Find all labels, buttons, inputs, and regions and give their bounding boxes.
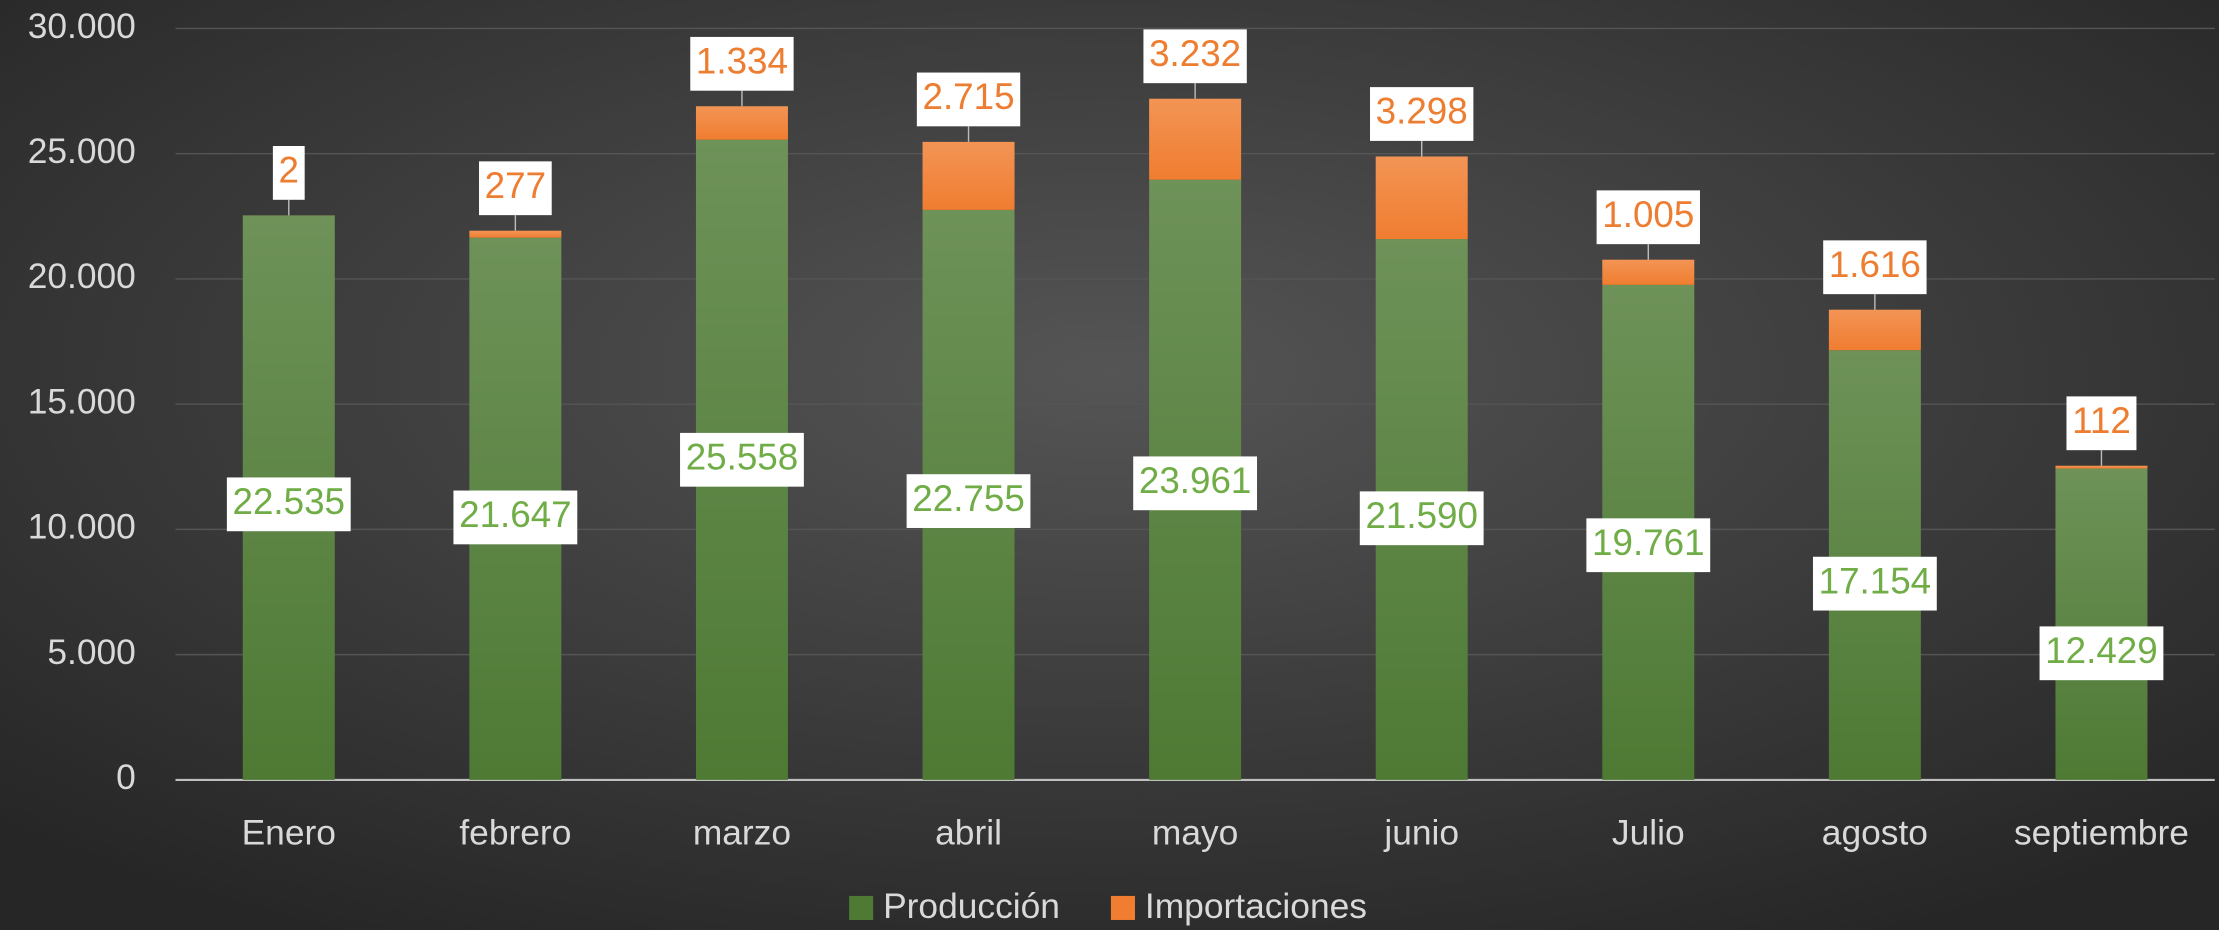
legend-label: Producción: [883, 887, 1060, 926]
value-label: 1.005: [1602, 194, 1694, 235]
value-label-box: [1823, 240, 1927, 295]
value-label-box: [906, 474, 1031, 528]
x-tick-label: junio: [1383, 813, 1459, 852]
value-label-box: [1143, 29, 1247, 84]
x-tick-label: marzo: [693, 813, 791, 852]
x-tick-label: febrero: [459, 813, 571, 852]
value-label-box: [272, 146, 305, 200]
value-label: 1.616: [1829, 244, 1921, 285]
x-tick-label: mayo: [1152, 813, 1238, 852]
bar-shade: [2055, 468, 2148, 780]
value-label-box: [226, 477, 351, 532]
bar-shade: [1602, 259, 1695, 285]
legend-swatch: [1110, 895, 1135, 920]
x-tick-label: agosto: [1822, 813, 1928, 852]
x-tick-label: abril: [935, 813, 1002, 852]
bar-shade: [469, 230, 562, 238]
bar-shade: [1149, 98, 1242, 180]
x-tick-label: Julio: [1612, 813, 1685, 852]
value-label: 19.761: [1592, 522, 1705, 563]
value-label: 3.298: [1376, 91, 1468, 132]
value-label-box: [680, 432, 804, 487]
y-tick-label: 10.000: [28, 508, 136, 547]
value-label-box: [690, 36, 794, 91]
y-tick-label: 30.000: [28, 7, 136, 46]
y-tick-label: 0: [116, 758, 136, 797]
value-label: 21.647: [459, 494, 572, 535]
value-label: 22.535: [233, 481, 346, 522]
value-label: 23.961: [1139, 460, 1252, 501]
value-label: 1.334: [696, 41, 788, 82]
bar-shade: [2055, 465, 2148, 469]
value-label: 25.558: [686, 436, 798, 477]
y-tick-label: 15.000: [28, 382, 136, 421]
value-label-box: [1359, 491, 1484, 546]
y-tick-label: 20.000: [28, 257, 136, 296]
value-label-box: [916, 72, 1021, 127]
x-tick-label: Enero: [242, 813, 336, 852]
value-label: 22.755: [912, 478, 1024, 519]
bar-shade: [695, 106, 788, 140]
value-label: 21.590: [1365, 495, 1477, 536]
value-label-box: [1812, 556, 1937, 611]
value-label-box: [479, 161, 552, 216]
y-tick-label: 5.000: [47, 633, 136, 672]
legend-label: Importaciones: [1145, 887, 1367, 926]
bar-shade: [1828, 309, 1921, 351]
value-label-box: [1370, 87, 1474, 141]
value-label: 277: [485, 165, 546, 206]
y-tick-label: 25.000: [28, 132, 136, 171]
value-label-box: [1133, 456, 1258, 511]
value-label: 17.154: [1819, 560, 1932, 601]
legend-swatch: [849, 895, 874, 920]
value-label: 112: [2072, 400, 2131, 441]
value-label: 12.429: [2045, 630, 2157, 671]
x-tick-label: septiembre: [2014, 813, 2189, 852]
value-label-box: [1596, 190, 1700, 245]
value-label-box: [2066, 396, 2137, 451]
value-label: 2: [279, 150, 299, 191]
value-label-box: [1586, 518, 1711, 573]
bar-shade: [1375, 156, 1468, 240]
value-label: 3.232: [1149, 33, 1241, 74]
bar-shade: [922, 141, 1015, 210]
value-label: 2.715: [923, 76, 1015, 117]
value-label-box: [453, 490, 578, 545]
value-label-box: [2039, 626, 2164, 681]
